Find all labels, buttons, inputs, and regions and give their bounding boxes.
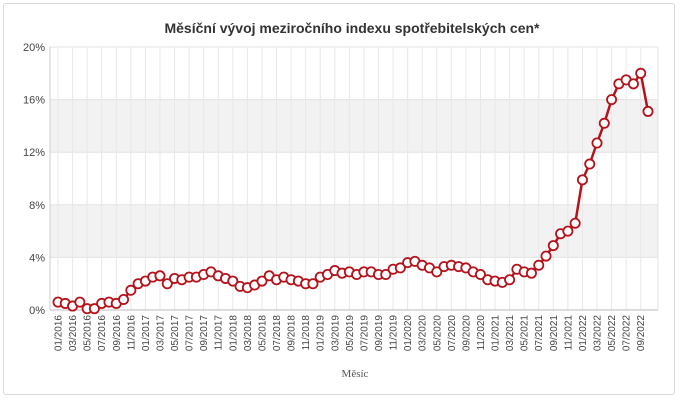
data-point (627, 78, 639, 90)
x-tick-label: 09/2017 (199, 315, 210, 352)
data-point (118, 293, 130, 305)
data-point (154, 270, 166, 282)
x-tick-label: 05/2016 (83, 315, 94, 352)
x-tick-label: 01/2016 (54, 315, 65, 352)
data-point (74, 296, 86, 308)
data-point (380, 268, 392, 280)
x-tick-label: 09/2021 (549, 315, 560, 352)
x-tick-label: 05/2022 (607, 315, 618, 352)
x-axis-ticks: 01/2016 03/2016 05/2016 07/2016 09/2016 11/20… (54, 315, 648, 352)
x-tick-label: 01/2022 (578, 315, 589, 352)
y-tick-label: 0% (29, 305, 45, 317)
x-tick-label: 09/2022 (636, 315, 647, 352)
data-point (227, 275, 239, 287)
y-axis-ticks: 0% 4% 8% 12% 16% 20% (23, 42, 45, 317)
chart-frame (3, 3, 675, 395)
data-point (547, 240, 559, 252)
x-tick-label: 07/2017 (185, 315, 196, 352)
grid-bands (50, 99, 658, 258)
data-point (125, 284, 137, 296)
x-tick-label: 03/2022 (593, 315, 604, 352)
data-point (540, 250, 552, 262)
x-tick-label: 11/2016 (126, 315, 137, 351)
grid-lines (49, 46, 659, 311)
x-tick-label: 03/2016 (68, 315, 79, 352)
series-group (52, 67, 654, 315)
x-axis-label: Měsíc (342, 368, 369, 380)
data-point (474, 268, 486, 280)
x-tick-label: 05/2017 (170, 315, 181, 352)
x-tick-label: 09/2016 (112, 315, 123, 352)
data-point (307, 278, 319, 290)
x-tick-label: 05/2018 (257, 315, 268, 352)
data-point (635, 67, 647, 79)
y-tick-label: 4% (29, 252, 45, 264)
data-point (598, 117, 610, 129)
data-point (161, 278, 173, 290)
x-tick-label: 03/2019 (330, 315, 341, 352)
x-tick-label: 03/2020 (418, 315, 429, 352)
x-tick-label: 07/2020 (447, 315, 458, 352)
x-tick-label: 01/2018 (228, 315, 239, 352)
data-point (584, 158, 596, 170)
y-tick-label: 8% (29, 200, 45, 212)
x-tick-label: 11/2017 (214, 315, 225, 351)
x-tick-label: 05/2021 (520, 315, 531, 352)
x-tick-label: 09/2019 (374, 315, 385, 352)
data-point (562, 225, 574, 237)
data-point (576, 174, 588, 186)
data-point (569, 217, 581, 229)
x-tick-label: 11/2018 (301, 315, 312, 351)
x-tick-label: 07/2021 (534, 315, 545, 352)
data-point (504, 274, 516, 286)
x-tick-label: 03/2021 (505, 315, 516, 352)
grid-band (50, 99, 658, 153)
data-point (88, 303, 100, 315)
data-point (533, 259, 545, 271)
x-tick-label: 11/2021 (563, 315, 574, 351)
data-point (591, 137, 603, 149)
data-point (431, 266, 443, 278)
x-tick-label: 09/2020 (461, 315, 472, 352)
data-point (642, 105, 654, 117)
x-tick-label: 07/2018 (272, 315, 283, 352)
y-tick-label: 12% (23, 147, 45, 159)
data-point (525, 267, 537, 279)
x-tick-label: 11/2019 (389, 315, 400, 351)
x-tick-label: 01/2020 (403, 315, 414, 352)
data-point (394, 262, 406, 274)
x-tick-label: 07/2019 (359, 315, 370, 352)
x-tick-label: 03/2018 (243, 315, 254, 352)
x-tick-label: 07/2022 (622, 315, 633, 352)
x-tick-label: 09/2018 (287, 315, 298, 352)
x-tick-label: 05/2020 (432, 315, 443, 352)
x-tick-label: 11/2020 (476, 315, 487, 351)
y-tick-label: 20% (23, 42, 45, 54)
chart-title: Měsíční vývoj meziročního indexu spotřeb… (164, 20, 540, 36)
x-tick-label: 07/2016 (97, 315, 108, 352)
x-tick-label: 01/2017 (141, 315, 152, 352)
y-tick-label: 16% (23, 95, 45, 107)
x-tick-label: 01/2021 (491, 315, 502, 352)
x-tick-label: 01/2019 (316, 315, 327, 352)
data-point (256, 275, 268, 287)
data-point (606, 94, 618, 106)
x-tick-label: 05/2019 (345, 315, 356, 352)
x-tick-label: 03/2017 (155, 315, 166, 352)
